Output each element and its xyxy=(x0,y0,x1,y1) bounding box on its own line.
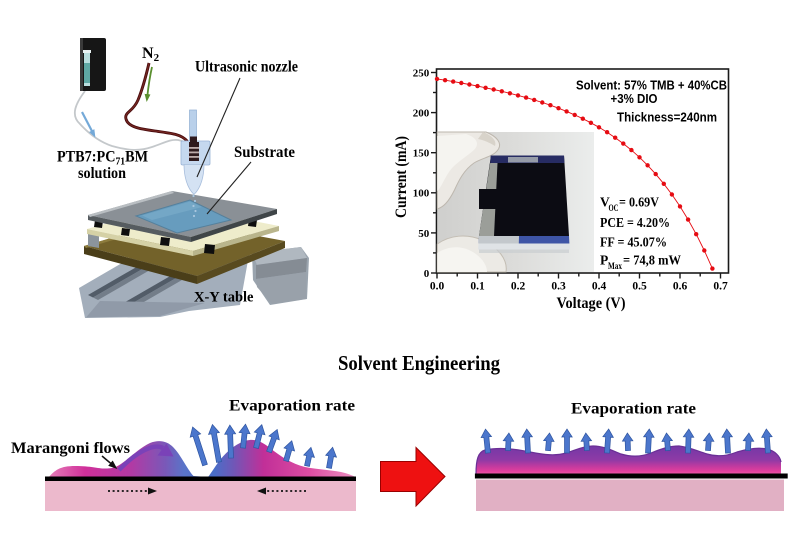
svg-text:0.1: 0.1 xyxy=(470,281,485,293)
svg-text:OC: OC xyxy=(609,204,619,214)
svg-text:Thickness=240nm: Thickness=240nm xyxy=(617,110,717,125)
svg-text:Marangoni flows: Marangoni flows xyxy=(11,440,130,457)
svg-text:Evaporation rate: Evaporation rate xyxy=(571,401,696,418)
svg-text:0.2: 0.2 xyxy=(511,281,526,293)
svg-text:0.6: 0.6 xyxy=(673,281,688,293)
svg-text:X-Y table: X-Y table xyxy=(194,290,254,306)
svg-text:0: 0 xyxy=(424,268,430,280)
svg-text:0.3: 0.3 xyxy=(551,281,566,293)
svg-text:0.7: 0.7 xyxy=(713,281,728,293)
svg-text:0.5: 0.5 xyxy=(632,281,647,293)
svg-text:150: 150 xyxy=(413,148,430,160)
svg-text:50: 50 xyxy=(418,228,430,240)
svg-text:Max: Max xyxy=(608,262,622,272)
svg-text:Solvent: 57% TMB + 40%CB: Solvent: 57% TMB + 40%CB xyxy=(576,78,727,93)
svg-text:V: V xyxy=(600,195,610,210)
svg-text:250: 250 xyxy=(413,67,430,79)
svg-text:+3% DIO: +3% DIO xyxy=(611,91,658,106)
svg-text:solution: solution xyxy=(78,165,126,182)
svg-text:0.4: 0.4 xyxy=(592,281,607,293)
svg-text:Evaporation rate: Evaporation rate xyxy=(229,398,355,415)
svg-text:Solvent Engineering: Solvent Engineering xyxy=(338,351,500,375)
svg-text:= 0.69V: = 0.69V xyxy=(619,195,659,210)
svg-text:200: 200 xyxy=(413,108,430,120)
svg-text:= 74,8 mW: = 74,8 mW xyxy=(623,253,681,268)
svg-text:100: 100 xyxy=(413,188,430,200)
svg-text:PCE = 4.20%: PCE = 4.20% xyxy=(600,215,670,230)
svg-text:P: P xyxy=(600,253,608,268)
svg-text:PTB7:PC71BM: PTB7:PC71BM xyxy=(57,149,148,168)
svg-text:Substrate: Substrate xyxy=(234,144,295,161)
svg-text:Current (mA): Current (mA) xyxy=(393,136,410,218)
svg-text:0.0: 0.0 xyxy=(430,281,445,293)
svg-text:Voltage (V): Voltage (V) xyxy=(557,295,626,312)
svg-text:N2: N2 xyxy=(142,45,160,64)
svg-text:Ultrasonic nozzle: Ultrasonic nozzle xyxy=(195,59,298,76)
svg-text:FF = 45.07%: FF = 45.07% xyxy=(600,235,667,250)
